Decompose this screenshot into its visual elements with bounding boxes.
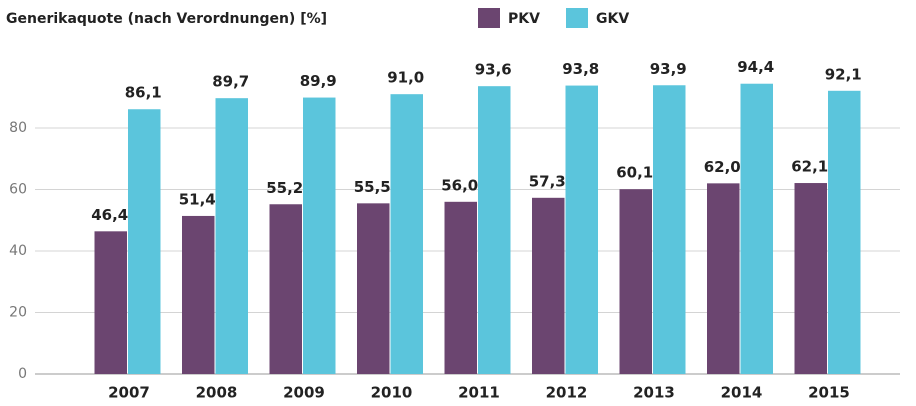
legend-label: GKV xyxy=(596,11,629,27)
value-label: 94,4 xyxy=(737,58,774,76)
bar xyxy=(269,204,302,374)
x-tick-label: 2007 xyxy=(108,384,150,402)
bar xyxy=(390,94,423,375)
value-label: 93,8 xyxy=(562,60,599,78)
value-label: 51,4 xyxy=(179,190,216,208)
value-label: 91,0 xyxy=(387,69,424,87)
value-label: 86,1 xyxy=(125,84,162,102)
value-label: 92,1 xyxy=(825,65,862,83)
bar xyxy=(532,197,565,374)
value-label: 55,2 xyxy=(266,179,303,197)
legend-swatch xyxy=(566,8,588,28)
bar xyxy=(565,85,598,374)
x-tick-label: 2008 xyxy=(196,384,238,402)
x-tick-label: 2012 xyxy=(546,384,588,402)
chart-title: Generikaquote (nach Verordnungen) [%] xyxy=(6,11,327,27)
value-label: 93,6 xyxy=(475,61,512,79)
value-label: 89,7 xyxy=(212,73,249,91)
x-tick-label: 2015 xyxy=(808,384,850,402)
bar xyxy=(653,85,686,374)
value-label: 57,3 xyxy=(529,172,566,190)
y-tick-label: 40 xyxy=(9,243,27,259)
bar xyxy=(740,83,773,374)
bar xyxy=(94,231,127,374)
bar xyxy=(794,183,827,374)
x-tick-label: 2014 xyxy=(721,384,763,402)
bar xyxy=(444,201,477,374)
x-tick-label: 2013 xyxy=(633,384,675,402)
legend-swatch xyxy=(478,8,500,28)
y-tick-label: 80 xyxy=(9,120,27,136)
bar xyxy=(357,203,390,374)
y-tick-label: 20 xyxy=(9,305,27,321)
x-tick-label: 2009 xyxy=(283,384,325,402)
bar xyxy=(303,97,336,375)
x-tick-label: 2011 xyxy=(458,384,500,402)
value-label: 62,0 xyxy=(704,158,741,176)
bar xyxy=(619,189,652,374)
bar xyxy=(828,90,861,374)
bar xyxy=(478,86,511,375)
bar xyxy=(182,215,215,374)
value-label: 93,9 xyxy=(650,60,687,78)
value-label: 56,0 xyxy=(441,176,478,194)
value-label: 62,1 xyxy=(791,158,828,176)
value-label: 46,4 xyxy=(91,206,128,224)
value-label: 60,1 xyxy=(616,164,653,182)
legend-label: PKV xyxy=(508,11,540,27)
x-tick-label: 2010 xyxy=(371,384,413,402)
value-label: 89,9 xyxy=(300,72,337,90)
value-label: 55,5 xyxy=(354,178,391,196)
bar xyxy=(707,183,740,374)
bar xyxy=(128,109,161,375)
bar xyxy=(215,98,248,375)
y-tick-label: 60 xyxy=(9,182,27,198)
y-tick-label: 0 xyxy=(18,366,27,382)
